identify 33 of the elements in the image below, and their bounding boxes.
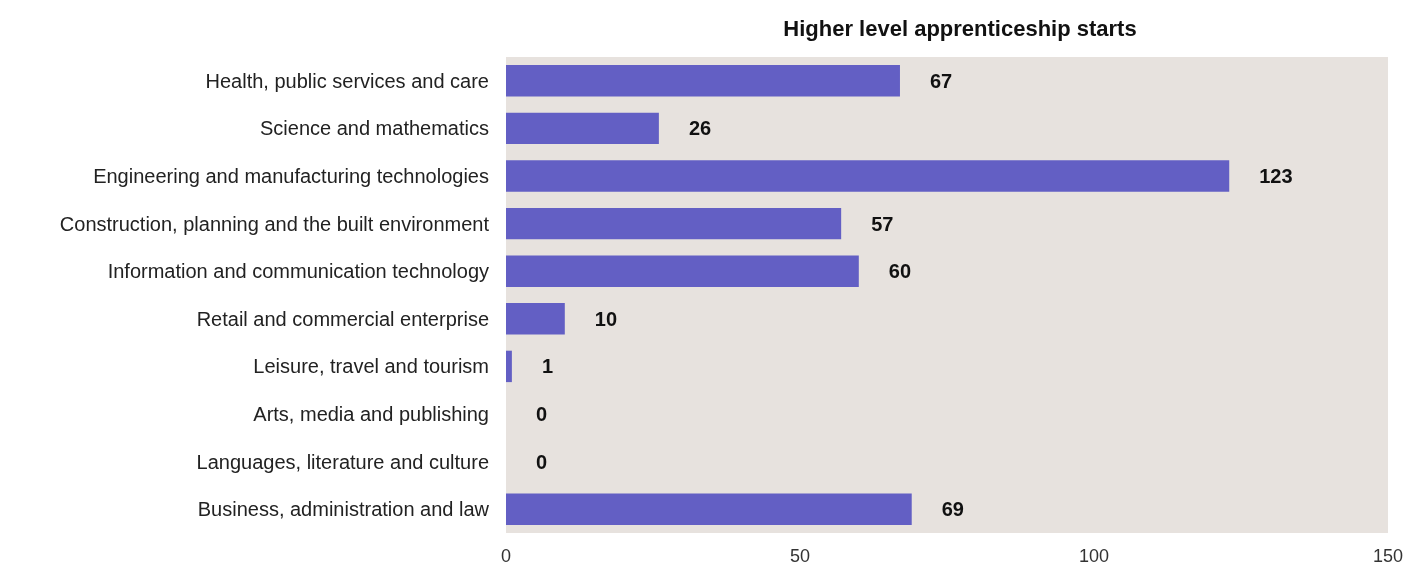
y-tick-label: Retail and commercial enterprise — [196, 307, 489, 330]
y-tick-label: Information and communication technology — [107, 260, 489, 283]
y-tick-label: Science and mathematics — [259, 117, 489, 140]
x-tick-label: 150 — [1372, 546, 1404, 566]
y-tick-label: Business, administration and law — [197, 498, 490, 521]
y-tick-label: Health, public services and care — [205, 69, 489, 92]
y-tick-label: Arts, media and publishing — [253, 403, 489, 425]
data-label: 0 — [536, 450, 548, 473]
data-label: 69 — [941, 498, 964, 521]
y-tick-label: Engineering and manufacturing technologies — [93, 165, 489, 187]
bar — [506, 65, 900, 97]
bar — [506, 350, 512, 383]
data-label: 67 — [929, 69, 953, 92]
data-label: 0 — [536, 403, 548, 425]
y-tick-label: Leisure, travel and tourism — [253, 355, 489, 378]
data-label: 10 — [594, 307, 618, 330]
bar — [506, 160, 1230, 192]
x-tick-label: 0 — [500, 546, 512, 566]
x-tick-label: 100 — [1078, 546, 1110, 566]
data-label: 26 — [688, 117, 712, 140]
bar — [506, 493, 912, 525]
y-tick-label: Construction, planning and the built environment — [59, 212, 490, 235]
chart-title: Higher level apprenticeship starts — [783, 15, 1137, 41]
data-label: 123 — [1259, 165, 1293, 187]
x-tick-label: 50 — [789, 546, 811, 566]
bar — [506, 303, 565, 335]
data-label: 60 — [888, 260, 912, 283]
bar — [506, 207, 842, 240]
data-label: 1 — [541, 355, 554, 378]
y-tick-label: Languages, literature and culture — [196, 450, 489, 473]
data-label: 57 — [871, 212, 894, 235]
bar — [506, 112, 659, 145]
bar — [506, 255, 859, 287]
